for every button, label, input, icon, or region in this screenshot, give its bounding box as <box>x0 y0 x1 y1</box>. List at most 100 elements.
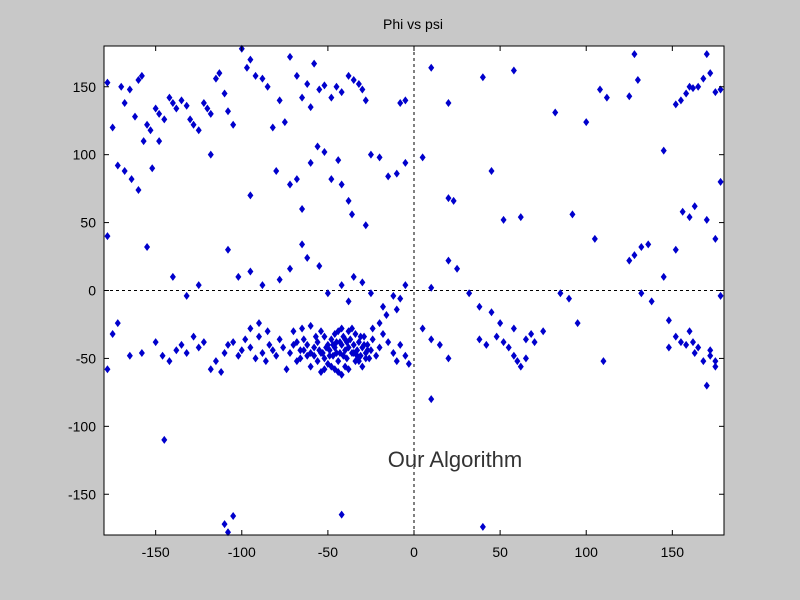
data-point <box>450 196 457 205</box>
data-point <box>373 351 380 360</box>
data-point <box>522 335 529 344</box>
data-point <box>557 289 564 298</box>
data-point <box>631 50 638 59</box>
data-point <box>293 71 300 80</box>
data-point <box>445 354 452 363</box>
y-tick-label: -150 <box>68 486 96 502</box>
data-point <box>376 319 383 328</box>
data-point <box>338 281 345 290</box>
data-point <box>287 348 293 357</box>
data-point <box>712 234 719 243</box>
data-point <box>276 275 283 284</box>
data-point <box>683 340 690 349</box>
data-point <box>109 329 116 338</box>
data-point <box>362 221 369 230</box>
data-point <box>328 93 335 102</box>
data-point <box>626 256 633 265</box>
data-point <box>597 85 603 94</box>
data-point <box>397 340 404 349</box>
data-point <box>574 319 581 328</box>
data-point <box>135 75 142 84</box>
data-point <box>380 329 386 338</box>
data-point <box>419 324 426 333</box>
chart-title: Phi vs psi <box>383 16 443 32</box>
data-point <box>591 234 598 243</box>
data-point <box>359 85 366 94</box>
data-point <box>631 251 638 260</box>
data-point <box>402 96 409 105</box>
data-point <box>350 340 357 349</box>
data-point <box>402 351 409 360</box>
data-point <box>290 327 297 336</box>
data-point <box>338 370 345 379</box>
data-point <box>707 351 714 360</box>
data-point <box>690 84 696 93</box>
data-point <box>405 359 412 368</box>
data-point <box>445 99 452 108</box>
data-point <box>225 107 231 116</box>
data-point <box>717 177 724 186</box>
data-point <box>522 354 529 363</box>
data-point <box>603 93 610 102</box>
data-point <box>390 348 397 357</box>
data-point <box>118 82 125 91</box>
data-point <box>243 63 250 72</box>
data-point <box>349 210 355 219</box>
data-point <box>259 348 266 357</box>
data-point <box>466 289 473 298</box>
data-point <box>566 294 572 303</box>
data-point <box>672 332 679 341</box>
data-point <box>703 215 710 224</box>
data-point <box>269 123 276 132</box>
data-point <box>114 319 121 328</box>
data-point <box>304 80 311 89</box>
data-point <box>402 281 409 290</box>
data-point <box>252 354 259 363</box>
reference-lines <box>103 46 724 535</box>
data-point <box>364 340 371 349</box>
data-point <box>488 166 495 175</box>
data-point <box>350 272 357 281</box>
data-point <box>445 194 452 203</box>
data-point <box>207 150 214 159</box>
data-point <box>316 346 323 355</box>
data-point <box>247 55 254 64</box>
data-point <box>276 335 283 344</box>
data-point <box>428 63 435 72</box>
data-point <box>326 351 333 360</box>
data-point <box>569 210 576 219</box>
data-point <box>256 332 262 341</box>
data-point <box>376 153 383 162</box>
data-point <box>691 202 698 211</box>
data-point <box>264 327 271 336</box>
y-tick-label: 100 <box>73 147 97 163</box>
data-point <box>338 88 345 97</box>
x-tick-label: -100 <box>228 544 256 560</box>
data-point <box>114 161 121 170</box>
data-point <box>445 256 452 265</box>
y-tick-label: 150 <box>73 79 97 95</box>
data-point <box>212 74 219 83</box>
data-point <box>672 245 679 254</box>
data-point <box>225 340 231 349</box>
data-point <box>230 511 237 520</box>
data-point <box>276 96 283 105</box>
data-point <box>364 346 371 355</box>
annotation-text: Our Algorithm <box>388 447 523 472</box>
data-point <box>328 175 335 184</box>
y-tick-label: 0 <box>88 283 96 299</box>
data-point <box>361 332 368 341</box>
data-point <box>707 69 714 78</box>
data-point <box>173 346 180 355</box>
data-point <box>307 362 314 371</box>
data-point <box>195 343 202 352</box>
data-point <box>333 348 340 357</box>
data-point <box>514 357 521 366</box>
data-point <box>221 520 228 529</box>
data-point <box>121 166 128 175</box>
data-point <box>361 340 368 349</box>
x-tick-label: -150 <box>142 544 170 560</box>
data-point <box>712 362 719 371</box>
data-point <box>717 85 724 94</box>
